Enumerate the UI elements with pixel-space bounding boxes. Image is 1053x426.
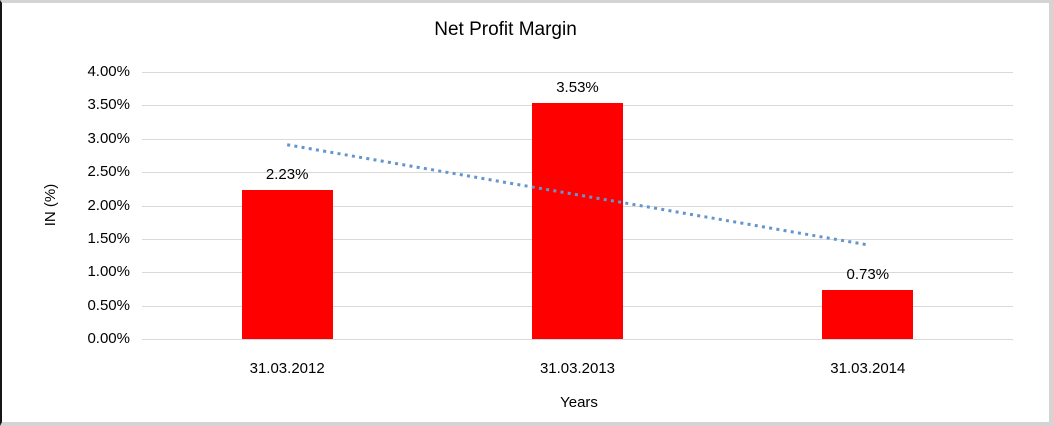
x-tick-label: 31.03.2012 <box>249 360 325 377</box>
gridline <box>142 72 1013 73</box>
bar <box>241 190 333 339</box>
chart-title: Net Profit Margin <box>434 19 577 40</box>
y-tick-label: 0.50% <box>87 296 130 314</box>
x-tick-label: 31.03.2013 <box>539 360 616 377</box>
y-tick-label: 0.00% <box>87 330 130 347</box>
bar-value-label: 2.23% <box>265 166 309 184</box>
bar-value-label: 0.73% <box>846 266 890 284</box>
bar <box>532 103 623 339</box>
x-tick-label: 31.03.2014 <box>830 360 906 377</box>
y-tick-label: 1.50% <box>87 229 130 247</box>
y-tick-label: 3.00% <box>87 129 130 147</box>
y-tick-label: 2.50% <box>87 163 130 181</box>
y-tick-label: 1.00% <box>87 263 130 281</box>
plot-area: 0.00% 0.50% 1.00% 1.50% 2.00% 2.50% 3.00% 3.50%… <box>2 3 1049 422</box>
bar-value-label: 3.53% <box>556 79 599 97</box>
y-tick-label: 3.50% <box>87 96 130 114</box>
y-tick-label: 4.00% <box>87 63 130 80</box>
x-axis-title: Years <box>560 394 598 411</box>
bar <box>822 290 914 339</box>
chart-inner: Net Profit Margin IN (%) 0.00% 0.50% 1.00%… <box>2 3 1049 422</box>
y-tick-label: 2.00% <box>87 196 130 214</box>
gridline <box>142 339 1013 340</box>
